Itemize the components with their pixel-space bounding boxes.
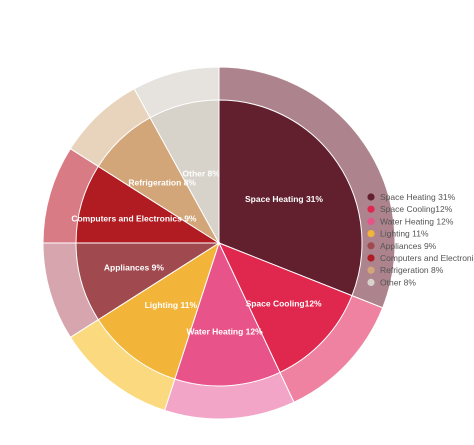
legend-swatch-computers-and-electronics [367,254,375,262]
legend-item-lighting: Lighting 11% [367,229,429,239]
pie-slice-computers-and-electronics [75,165,221,244]
pie-slice-appliances [75,242,221,321]
slice-label-space-cooling: Space Cooling12% [246,299,322,309]
slice-label-space-heating: Space Heating 31% [245,194,323,204]
legend-swatch-appliances [367,242,375,250]
legend-item-water-heating: Water Heating 12% [367,216,454,226]
slice-label-lighting: Lighting 11% [145,300,198,310]
slice-labels: Space Heating 31% Space Cooling12% Water H… [71,169,323,337]
legend-swatch-lighting [367,230,375,238]
slice-label-other: Other 8% [183,169,221,179]
legend-swatch-space-heating [367,193,375,201]
legend-item-space-cooling: Space Cooling12% [367,204,453,214]
slice-label-computers-and-electronics: Computers and Electronics 9% [71,213,197,223]
legend-label-refrigeration: Refrigeration 8% [380,265,444,275]
legend-label-computers-and-electronics: Computers and Electronics 9% [380,253,474,263]
legend-label-space-heating: Space Heating 31% [380,192,456,202]
legend-swatch-refrigeration [367,266,375,274]
pie-slice-other [149,99,220,244]
legend-swatch-other [367,278,375,286]
pie-slice-lighting [97,241,220,380]
slice-label-refrigeration: Refrigeration 8% [128,178,196,188]
legend-swatch-water-heating [367,217,375,225]
legend-swatch-space-cooling [367,205,375,213]
legend-label-space-cooling: Space Cooling12% [380,204,453,214]
legend-label-other: Other 8% [380,277,416,287]
pie-slice-water-heating [174,241,281,387]
legend: Space Heating 31% Space Cooling12% Water H… [367,192,474,287]
slice-label-appliances: Appliances 9% [104,263,164,273]
inner-pie [75,99,363,387]
pie-slice-space-heating [218,99,363,297]
legend-item-space-heating: Space Heating 31% [367,192,456,202]
slice-label-water-heating: Water Heating 12% [186,327,263,337]
legend-label-lighting: Lighting 11% [380,229,429,239]
legend-label-appliances: Appliances 9% [380,241,437,251]
legend-item-refrigeration: Refrigeration 8% [367,265,444,275]
pie-slice-space-cooling [218,242,353,374]
legend-label-water-heating: Water Heating 12% [380,216,454,226]
legend-item-appliances: Appliances 9% [367,241,437,251]
legend-item-computers-and-electronics: Computers and Electronics 9% [367,253,474,263]
legend-item-other: Other 8% [367,277,416,287]
